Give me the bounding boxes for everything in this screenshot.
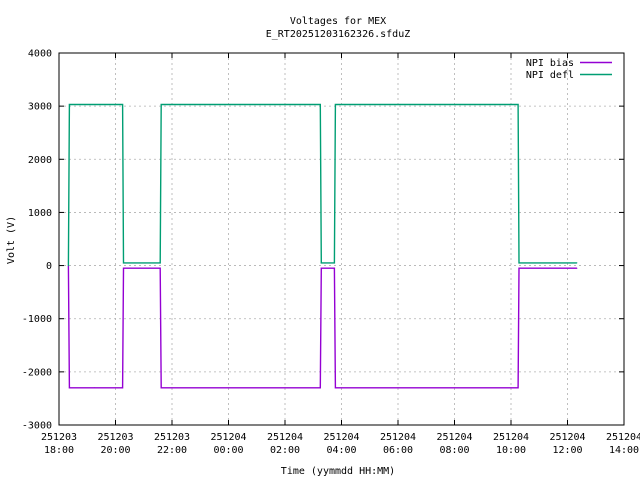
x-tick-time-label: 02:00 xyxy=(270,445,300,456)
series-point-0 xyxy=(160,387,162,389)
y-tick-label: 2000 xyxy=(28,155,52,166)
chart-title: Voltages for MEX xyxy=(290,16,386,27)
x-tick-date-label: 251203 xyxy=(154,432,190,443)
y-tick-label: 0 xyxy=(46,261,52,272)
y-tick-label: -1000 xyxy=(22,314,52,325)
series-point-0 xyxy=(93,387,95,389)
plot-frame xyxy=(58,52,625,426)
x-tick-date-label: 251204 xyxy=(267,432,303,443)
series-point-1 xyxy=(320,262,322,264)
y-axis-label: Volt (V) xyxy=(6,216,17,264)
legend-label: NPI defl xyxy=(526,70,574,81)
x-tick-date-label: 251204 xyxy=(493,432,529,443)
series-point-1 xyxy=(319,104,321,106)
series-point-0 xyxy=(333,267,335,269)
y-tick-label: 4000 xyxy=(28,49,52,60)
series-point-1 xyxy=(334,104,336,106)
series-point-0 xyxy=(518,267,520,269)
series-point-0 xyxy=(320,267,322,269)
series-point-0 xyxy=(334,387,336,389)
series-point-1 xyxy=(122,104,124,106)
x-tick-date-label: 251204 xyxy=(380,432,416,443)
series-point-1 xyxy=(576,262,578,264)
series-line-1 xyxy=(67,103,577,266)
y-tick-label: -2000 xyxy=(22,367,52,378)
x-tick-time-label: 22:00 xyxy=(157,445,187,456)
series-point-1 xyxy=(517,104,519,106)
series-point-0 xyxy=(123,267,125,269)
x-tick-date-label: 251204 xyxy=(606,432,640,443)
series-point-1 xyxy=(67,265,69,267)
series-point-0 xyxy=(122,387,124,389)
series-point-1 xyxy=(333,262,335,264)
series-point-1 xyxy=(159,262,161,264)
x-tick-time-label: 20:00 xyxy=(100,445,130,456)
x-tick-date-label: 251203 xyxy=(97,432,133,443)
axis-layer: 40003000200010000-1000-2000-300025120318… xyxy=(22,49,640,457)
chart-subtitle: E_RT20251203162326.sfduZ xyxy=(266,29,411,40)
x-tick-date-label: 251203 xyxy=(41,432,77,443)
series-point-0 xyxy=(576,267,578,269)
series-layer xyxy=(67,103,578,389)
x-tick-time-label: 08:00 xyxy=(439,445,469,456)
series-point-0 xyxy=(517,387,519,389)
y-tick-label: 1000 xyxy=(28,208,52,219)
x-tick-date-label: 251204 xyxy=(323,432,359,443)
x-tick-time-label: 06:00 xyxy=(383,445,413,456)
series-point-0 xyxy=(319,387,321,389)
x-tick-date-label: 251204 xyxy=(549,432,585,443)
x-tick-time-label: 12:00 xyxy=(552,445,582,456)
series-point-0 xyxy=(159,267,161,269)
series-point-1 xyxy=(160,104,162,106)
y-tick-label: -3000 xyxy=(22,421,52,432)
series-point-1 xyxy=(518,262,520,264)
legend-label: NPI bias xyxy=(526,58,574,69)
x-tick-date-label: 251204 xyxy=(436,432,472,443)
x-tick-time-label: 00:00 xyxy=(213,445,243,456)
series-point-0 xyxy=(68,387,70,389)
x-axis-label: Time (yymmdd HH:MM) xyxy=(281,466,395,477)
series-point-1 xyxy=(68,104,70,106)
x-tick-time-label: 14:00 xyxy=(609,445,639,456)
x-tick-time-label: 04:00 xyxy=(326,445,356,456)
x-tick-time-label: 10:00 xyxy=(496,445,526,456)
grid-layer xyxy=(59,53,624,425)
x-tick-date-label: 251204 xyxy=(210,432,246,443)
series-line-0 xyxy=(67,265,577,389)
y-tick-label: 3000 xyxy=(28,102,52,113)
series-point-1 xyxy=(123,262,125,264)
x-tick-time-label: 18:00 xyxy=(44,445,74,456)
